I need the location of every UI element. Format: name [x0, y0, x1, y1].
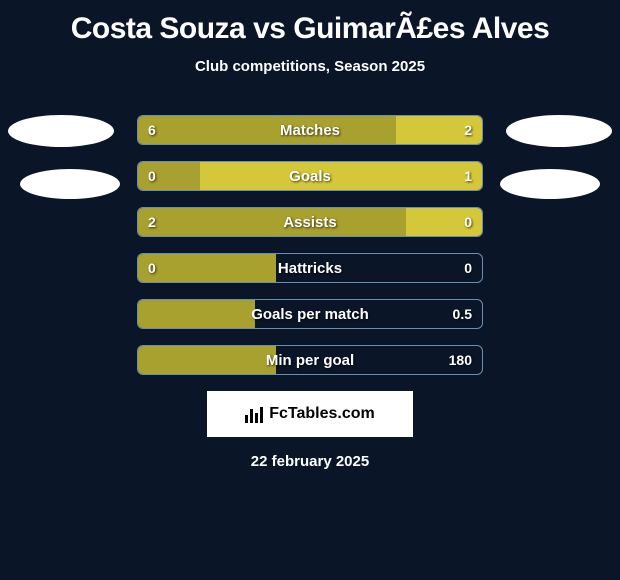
date-label: 22 february 2025: [0, 453, 620, 470]
stat-row: 00Hattricks: [137, 253, 483, 283]
brand-text: FcTables.com: [269, 405, 375, 423]
stat-value-right: 2: [464, 116, 472, 144]
stat-value-right: 180: [449, 346, 472, 374]
stat-value-left: 2: [148, 208, 156, 236]
bar-fill-left: [138, 346, 276, 374]
stat-value-left: 6: [148, 116, 156, 144]
stat-row: 20Assists: [137, 207, 483, 237]
chart-icon: [245, 405, 263, 423]
bar-fill-left: [138, 116, 396, 144]
bar-fill-right: [200, 162, 482, 190]
stat-value-left: 0: [148, 254, 156, 282]
stat-value-right: 1: [464, 162, 472, 190]
stat-value-right: 0: [464, 208, 472, 236]
comparison-chart: 62Matches01Goals20Assists00Hattricks0.5G…: [0, 115, 620, 375]
player-right-avatar-1: [506, 115, 612, 147]
stat-row: 01Goals: [137, 161, 483, 191]
stat-row: 180Min per goal: [137, 345, 483, 375]
bar-fill-left: [138, 300, 255, 328]
stat-value-left: 0: [148, 162, 156, 190]
stat-value-right: 0.5: [453, 300, 472, 328]
player-left-avatar-2: [20, 169, 120, 199]
stat-row: 0.5Goals per match: [137, 299, 483, 329]
bar-fill-left: [138, 208, 406, 236]
brand-box: FcTables.com: [207, 391, 413, 437]
subtitle: Club competitions, Season 2025: [0, 58, 620, 75]
bar-fill-left: [138, 254, 276, 282]
player-right-avatar-2: [500, 169, 600, 199]
stat-row: 62Matches: [137, 115, 483, 145]
bars-container: 62Matches01Goals20Assists00Hattricks0.5G…: [0, 115, 620, 375]
player-left-avatar-1: [8, 115, 114, 147]
page-title: Costa Souza vs GuimarÃ£es Alves: [0, 0, 620, 46]
stat-value-right: 0: [464, 254, 472, 282]
